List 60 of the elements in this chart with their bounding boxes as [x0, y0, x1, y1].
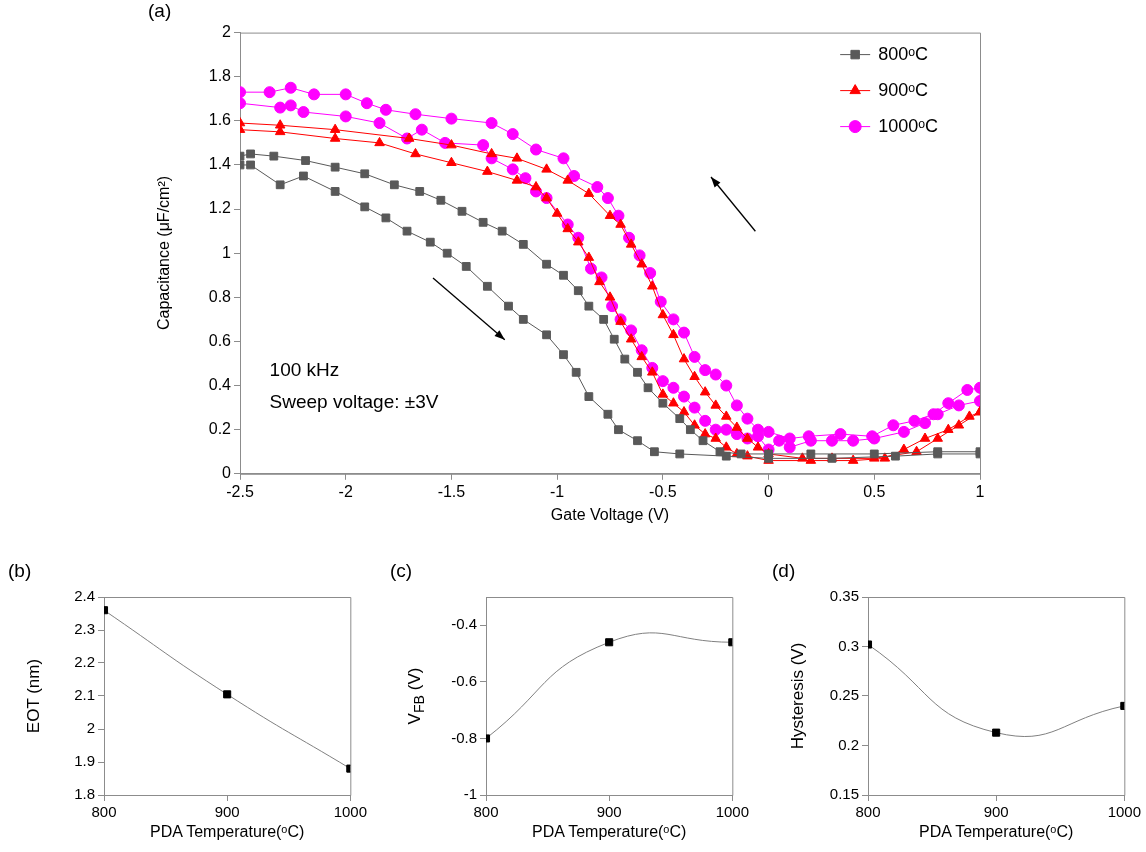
y-tick-label: 2 — [222, 23, 232, 41]
x-tick-label: -2.5 — [226, 482, 254, 500]
annotation: Sweep voltage: ±3V — [269, 391, 439, 414]
x-tick-label: -0.5 — [649, 482, 677, 500]
x-tick-label: 1000 — [1107, 803, 1141, 821]
y-tick-label: 2.2 — [74, 653, 95, 671]
annotation: 100 kHz — [269, 359, 340, 382]
y-tick-label: 2.3 — [74, 620, 95, 638]
y-tick-label: 1.8 — [74, 785, 95, 803]
legend-label: 1000ᵒC — [878, 115, 939, 136]
x-axis-title: PDA Temperature(ᵒC) — [150, 823, 305, 841]
y-tick-label: -0.4 — [451, 615, 477, 633]
x-tick-label: 800 — [473, 803, 499, 821]
x-tick-label: 900 — [596, 803, 622, 821]
legend-label: 800ᵒC — [878, 43, 928, 64]
x-axis-title: Gate Voltage (V) — [550, 505, 670, 524]
x-axis-title: PDA Temperature(ᵒC) — [532, 823, 687, 841]
x-tick-label: 0 — [764, 482, 774, 500]
y-tick-label: -0.6 — [451, 672, 477, 689]
x-tick-label: 1000 — [333, 803, 367, 821]
x-tick-label: 900 — [214, 803, 240, 821]
y-axis-title: Capacitance (μF/cm²) — [155, 176, 173, 331]
x-tick-label: 900 — [983, 803, 1009, 821]
y-axis-title: EOT (nm) — [24, 658, 44, 734]
y-tick-label: 0.15 — [829, 785, 859, 803]
y-tick-label: 1 — [222, 243, 232, 261]
y-tick-label: 0.6 — [208, 331, 232, 349]
y-axis-title: Hysteresis (V) — [788, 642, 808, 750]
x-tick-label: -1 — [550, 482, 565, 500]
y-tick-label: 1.9 — [74, 752, 95, 770]
x-tick-label: 0.5 — [863, 482, 886, 500]
y-tick-label: 1.2 — [208, 199, 232, 217]
y-tick-label: 0.2 — [208, 420, 232, 438]
x-tick-label: -1.5 — [437, 482, 466, 500]
legend-label: 900ᵒC — [878, 79, 928, 100]
chart-title: (b) — [8, 560, 32, 582]
y-tick-label: 1.4 — [208, 155, 232, 173]
y-tick-label: 1.8 — [208, 67, 232, 85]
x-tick-label: 1000 — [715, 803, 749, 821]
y-tick-label: 0.25 — [829, 686, 859, 704]
y-tick-label: 1.6 — [208, 111, 232, 129]
y-tick-label: -1 — [463, 785, 477, 803]
y-tick-label: 2 — [86, 719, 95, 737]
y-tick-label: 0.3 — [838, 636, 859, 654]
chart-title: (c) — [390, 560, 413, 582]
chart-title: (d) — [772, 560, 796, 582]
chart-title: (a) — [148, 0, 172, 22]
y-tick-label: 2.4 — [74, 587, 95, 605]
y-tick-label: 0 — [222, 464, 232, 482]
y-tick-label: 0.8 — [208, 287, 232, 305]
y-tick-label: 0.35 — [829, 587, 859, 605]
y-tick-label: 0.2 — [838, 735, 859, 753]
y-tick-label: 0.4 — [208, 375, 232, 393]
y-tick-label: 2.1 — [74, 686, 95, 704]
x-tick-label: -2 — [338, 482, 353, 500]
x-tick-label: 800 — [855, 803, 881, 821]
x-tick-label: 800 — [91, 803, 117, 821]
x-axis-title: PDA Temperature(ᵒC) — [919, 823, 1074, 841]
x-tick-label: 1 — [975, 482, 985, 500]
y-tick-label: -0.8 — [451, 728, 477, 746]
